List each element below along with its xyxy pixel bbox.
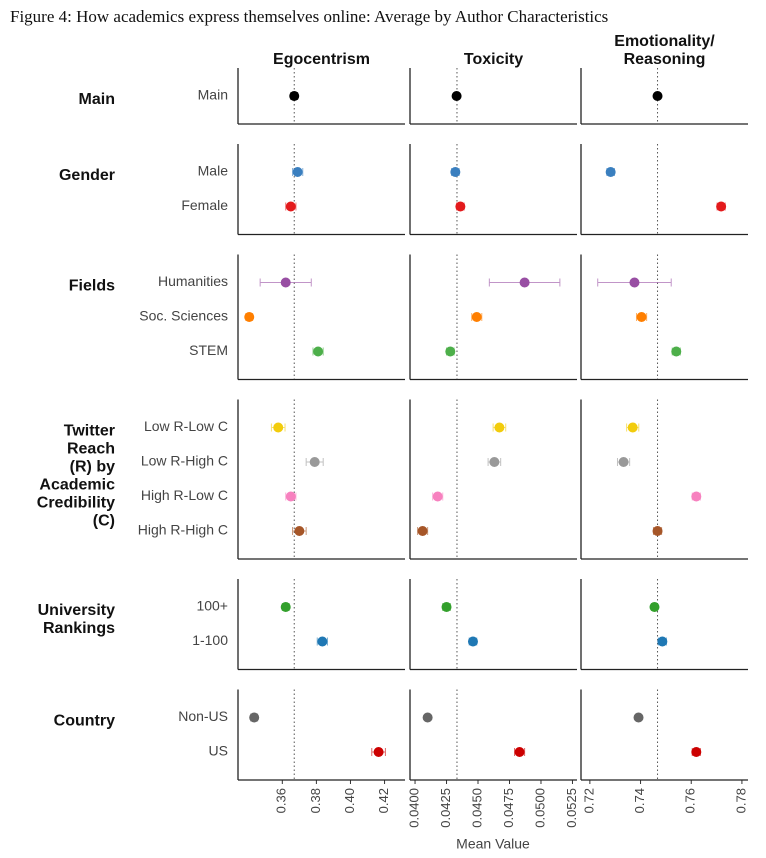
point (633, 712, 644, 723)
point (691, 747, 702, 757)
category-label: Female (181, 197, 228, 213)
point (489, 457, 500, 467)
point (285, 491, 296, 502)
x-tick-label: 0.36 (274, 788, 289, 813)
panel-title: Toxicity (464, 51, 523, 68)
point (451, 91, 462, 101)
point (292, 167, 303, 177)
point (422, 712, 433, 723)
point (417, 526, 428, 536)
point (605, 167, 616, 177)
point (652, 91, 663, 101)
point (450, 167, 461, 177)
point (294, 526, 305, 536)
category-label: Low R-Low C (144, 418, 228, 434)
category-label: 1-100 (192, 632, 228, 648)
category-label: Low R-High C (141, 453, 228, 469)
point (652, 526, 663, 536)
x-tick-label: 0.74 (632, 788, 647, 813)
x-tick-label: 0.0475 (501, 788, 516, 828)
point (249, 712, 260, 723)
category-label: US (209, 743, 228, 759)
point (445, 346, 456, 357)
point (432, 491, 443, 502)
x-tick-label: 0.0425 (438, 788, 453, 828)
point (441, 602, 452, 612)
group-label: Main (79, 91, 115, 108)
point (471, 312, 482, 322)
point (289, 91, 300, 101)
category-label: Male (198, 163, 229, 179)
category-label: STEM (189, 342, 228, 358)
group-label: Rankings (43, 620, 115, 637)
x-tick-label: 0.40 (342, 788, 357, 813)
group-label: Twitter (64, 423, 115, 440)
x-axis-label: Mean Value (456, 836, 530, 852)
point (285, 201, 296, 212)
panel-title: Egocentrism (273, 51, 370, 68)
point (280, 277, 291, 288)
point (273, 422, 284, 433)
point (649, 602, 660, 612)
point (373, 747, 384, 757)
point (519, 277, 530, 288)
x-tick-label: 0.0450 (469, 788, 484, 828)
x-tick-label: 0.76 (683, 788, 698, 813)
group-label: Academic (39, 477, 115, 494)
group-label: Fields (69, 278, 115, 295)
category-label: Non-US (178, 708, 228, 724)
point (636, 312, 647, 322)
point (691, 491, 702, 502)
x-tick-label: 0.72 (581, 788, 596, 813)
group-label: Credibility (37, 495, 115, 512)
point (629, 277, 640, 288)
group-label: Country (54, 713, 115, 730)
point (514, 747, 525, 757)
point (716, 201, 727, 212)
point (280, 602, 291, 612)
group-label: (C) (93, 513, 115, 530)
x-tick-label: 0.0500 (532, 788, 547, 828)
point (313, 346, 324, 357)
group-label: Gender (59, 167, 115, 184)
group-label: (R) by (70, 459, 115, 476)
point (671, 346, 682, 357)
category-label: Humanities (158, 273, 228, 289)
panel-title: Emotionality/ (614, 33, 715, 50)
x-tick-label: 0.42 (376, 788, 391, 813)
panel-title: Reasoning (624, 51, 706, 68)
group-label: Reach (67, 441, 115, 458)
point (317, 636, 328, 647)
point (627, 422, 638, 433)
x-tick-label: 0.78 (733, 788, 748, 813)
point (309, 457, 320, 467)
point (618, 457, 629, 467)
point (467, 636, 478, 647)
point (494, 422, 505, 433)
category-label: High R-Low C (141, 487, 228, 503)
group-label: University (38, 602, 115, 619)
category-label: Soc. Sciences (139, 308, 228, 324)
category-label: Main (198, 87, 228, 103)
chart-title: Figure 4: How academics express themselv… (10, 7, 608, 26)
x-tick-label: 0.0400 (406, 788, 421, 828)
point (244, 312, 255, 322)
x-tick-label: 0.0525 (564, 788, 579, 828)
category-label: 100+ (196, 598, 228, 614)
x-tick-label: 0.38 (308, 788, 323, 813)
point (657, 636, 668, 647)
category-label: High R-High C (138, 522, 228, 538)
point (455, 201, 466, 212)
